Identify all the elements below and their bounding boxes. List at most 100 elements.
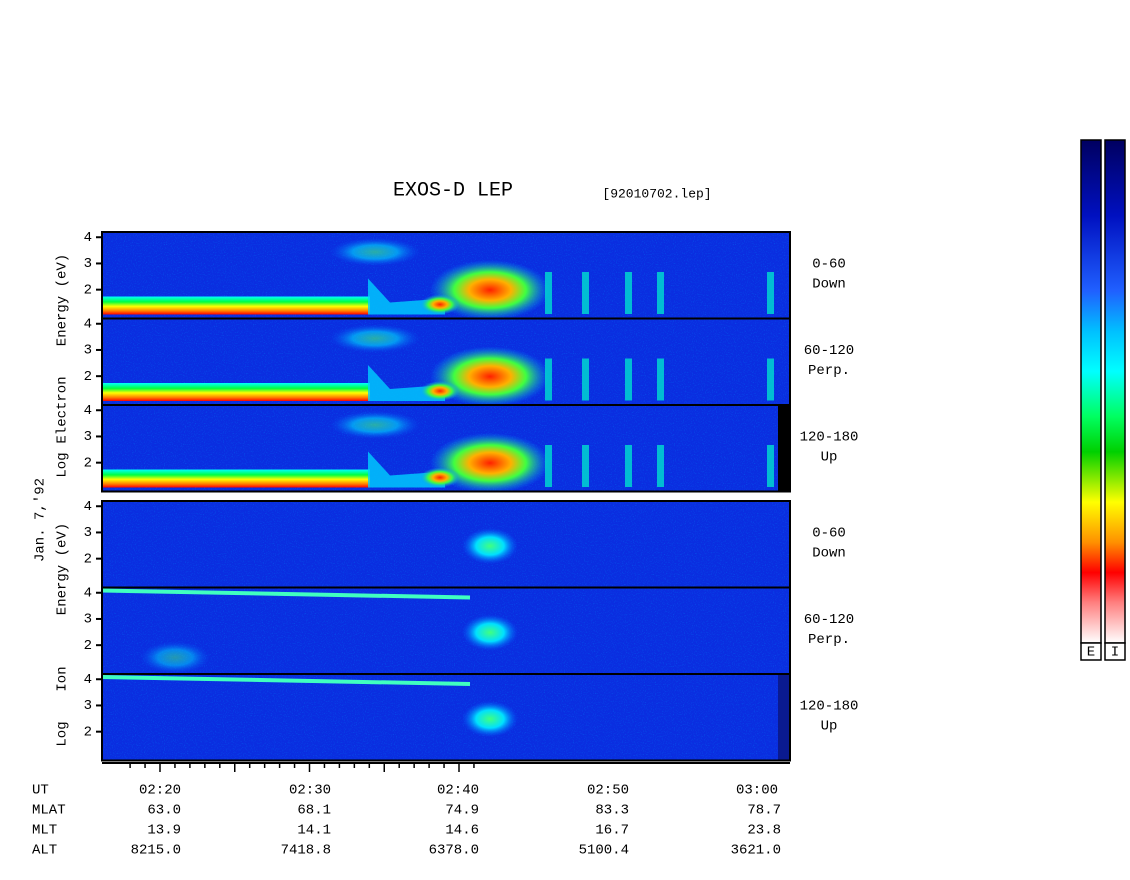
cell: 14.6: [445, 823, 479, 839]
spectrogram-feature: [430, 260, 550, 320]
cell: 78.7: [747, 803, 781, 819]
spectrogram-noise: [102, 674, 790, 761]
cell: 23.8: [747, 823, 781, 839]
y-tick-label: 2: [84, 282, 92, 298]
cell: 16.7: [595, 823, 629, 839]
panel-direction: Down: [812, 277, 846, 293]
spectrogram-feature: [101, 588, 471, 600]
colorbar-label-box: [1080, 642, 1102, 661]
y-axis-label: Log: [55, 452, 71, 477]
colorbar-label: E: [1087, 645, 1095, 661]
panel-angle: 0-60: [812, 526, 846, 542]
panel-angle: 60-120: [804, 343, 854, 359]
spectrogram-feature: [582, 445, 589, 487]
colorbar: [1104, 139, 1126, 644]
colorbar-label-box: [1104, 642, 1126, 661]
y-tick-label: 4: [84, 585, 92, 601]
cell: 7418.8: [281, 843, 331, 859]
panel-direction: Up: [821, 450, 838, 466]
y-axis-label: Log: [55, 721, 71, 746]
row-label: ALT: [32, 843, 57, 859]
spectrogram-feature: [420, 381, 460, 401]
spectrogram-feature: [102, 469, 370, 488]
spectrogram-feature: [462, 614, 518, 651]
panel-frame: [101, 404, 791, 493]
cell: 14.1: [297, 823, 331, 839]
spectrogram-feature: [430, 433, 550, 493]
row-label: MLT: [32, 823, 57, 839]
spectrogram-feature: [330, 324, 420, 353]
spectrogram-feature: [101, 675, 471, 686]
x-tick-label: 03:00: [736, 783, 778, 799]
y-tick-label: 3: [84, 256, 92, 272]
spectrogram-noise: [102, 587, 790, 674]
spectrogram-feature: [545, 358, 552, 401]
panel-frame: [101, 673, 791, 762]
y-tick-label: 4: [84, 230, 92, 246]
ephemeris-table: UT MLAT 63.0 68.1 74.9 83.3 78.7 MLT 13.9 14.1 14.…: [32, 783, 781, 859]
spectrogram-feature: [420, 467, 460, 488]
spectrogram-feature: [582, 358, 589, 401]
filename: [92010702.lep]: [602, 186, 711, 201]
y-tick-label: 4: [84, 672, 92, 688]
spectrogram-feature: [462, 528, 518, 564]
y-tick-label: 3: [84, 429, 92, 445]
row-label: UT: [32, 783, 49, 799]
date-label: Jan. 7,'92: [33, 478, 49, 562]
panel-direction: Perp.: [808, 632, 850, 648]
cell: 68.1: [297, 803, 331, 819]
y-tick-label: 4: [84, 499, 92, 515]
panel-angle: 0-60: [812, 257, 846, 273]
spectrogram-feature: [462, 701, 518, 737]
spectrogram-feature: [102, 383, 370, 401]
y-axis-label: Energy (eV): [55, 254, 71, 346]
cell: 3621.0: [731, 843, 781, 859]
spectrogram-feature: [767, 358, 774, 401]
panel-angle: 120-180: [800, 430, 859, 446]
spectrogram-feature: [625, 272, 632, 314]
spectrogram-feature: [778, 674, 790, 761]
spectrogram-feature: [778, 405, 790, 492]
y-axis-label: Electron: [55, 376, 71, 443]
spectrogram-feature: [140, 641, 210, 674]
spectrogram-feature: [625, 445, 632, 487]
panel-direction: Down: [812, 546, 846, 562]
colorbar-label: I: [1111, 645, 1119, 661]
cell: 6378.0: [429, 843, 479, 859]
y-tick-label: 2: [84, 551, 92, 567]
x-tick-label: 02:20: [139, 783, 181, 799]
x-tick-label: 02:30: [289, 783, 331, 799]
cell: 63.0: [147, 803, 181, 819]
y-axis-label: Energy (eV): [55, 523, 71, 615]
cell: 5100.4: [579, 843, 629, 859]
spectrogram-feature: [102, 296, 370, 315]
cell: 74.9: [445, 803, 479, 819]
cell: 8215.0: [131, 843, 181, 859]
row-label: MLAT: [32, 803, 66, 819]
cell: 13.9: [147, 823, 181, 839]
spectrogram-feature: [657, 358, 664, 401]
spectrogram-feature: [430, 346, 550, 407]
y-tick-label: 2: [84, 638, 92, 654]
spectrogram-noise: [102, 501, 790, 588]
cell: 83.3: [595, 803, 629, 819]
title: EXOS-D LEP: [393, 179, 513, 202]
spectrogram-feature: [582, 272, 589, 314]
colorbar: [1080, 139, 1102, 644]
y-tick-label: 2: [84, 369, 92, 385]
spectrogram-feature: [330, 238, 420, 266]
y-tick-label: 3: [84, 343, 92, 359]
panels: 2 3 4 0-60 Down 2 3 4 60-120 Perp. 2 3 4 120-180 Up Log…: [55, 230, 859, 762]
y-tick-label: 2: [84, 455, 92, 471]
panel-direction: Up: [821, 719, 838, 735]
spectrogram-feature: [767, 445, 774, 487]
spectrogram-feature: [330, 411, 420, 439]
panel-angle: 60-120: [804, 612, 854, 628]
spectrogram-feature: [657, 445, 664, 487]
y-axis-label: Ion: [55, 666, 71, 691]
y-tick-label: 3: [84, 612, 92, 628]
spectrogram-feature: [545, 445, 552, 487]
panel-angle: 120-180: [800, 699, 859, 715]
